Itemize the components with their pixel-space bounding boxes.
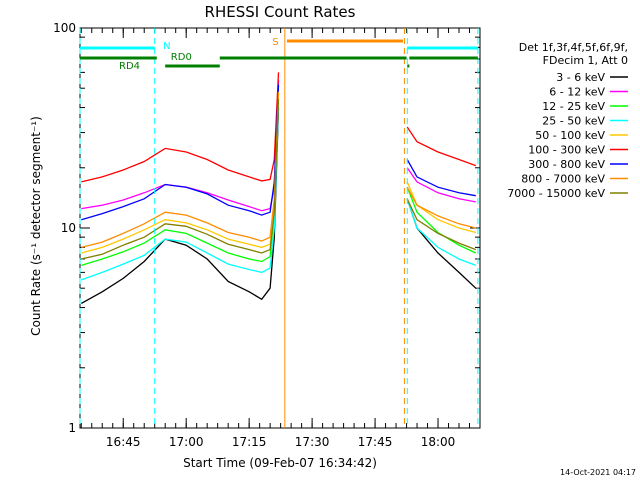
series-line — [81, 79, 280, 212]
x-axis-label: Start Time (09-Feb-07 16:34:42) — [183, 456, 377, 470]
series-line — [81, 72, 280, 183]
legend-entry-label: 800 - 7000 keV — [521, 173, 605, 186]
legend-entry-label: 6 - 12 keV — [549, 86, 605, 99]
y-axis-label: Count Rate (s⁻¹ detector segment⁻¹) — [29, 116, 43, 336]
x-tick-label: 16:45 — [106, 435, 141, 449]
series-line — [406, 167, 476, 203]
x-tick-label: 17:45 — [358, 435, 393, 449]
series-line — [406, 186, 477, 254]
legend-entry-label: 50 - 100 keV — [535, 129, 605, 142]
legend-entry-label: 7000 - 15000 keV — [507, 187, 605, 200]
legend-entry-label: 12 - 25 keV — [542, 100, 605, 113]
legend-entry-label: 300 - 800 keV — [528, 158, 605, 171]
series-line — [406, 126, 477, 167]
rd4-flag-label: RD4 — [119, 61, 140, 72]
chart-title: RHESSI Count Rates — [205, 3, 356, 21]
x-tick-label: 18:00 — [421, 435, 456, 449]
series-line — [406, 198, 477, 251]
x-tick-label: 17:30 — [295, 435, 330, 449]
series-line — [406, 186, 476, 229]
plot-area: 1 10 100 16:45 17:00 17:15 17:30 17:45 18:00 NRD0… — [53, 21, 481, 449]
legend-entry-label: 100 - 300 keV — [528, 144, 605, 157]
series-line — [81, 97, 280, 267]
series-line — [81, 103, 280, 281]
y-tick-label: 10 — [61, 221, 76, 235]
night-flag-label: N — [163, 41, 170, 52]
plot-frame — [79, 27, 481, 429]
series-line — [81, 99, 280, 260]
timestamp: 14-Oct-2021 04:17 — [560, 468, 636, 477]
series-line — [81, 84, 280, 221]
series-line — [81, 91, 280, 249]
series-line — [406, 198, 477, 267]
series-group — [80, 72, 477, 304]
rd0-flag-label: RD0 — [171, 52, 192, 63]
series-line — [81, 93, 280, 254]
legend: Det 1f,3f,4f,5f,6f,9f,FDecim 1, Att 0 3 -… — [507, 41, 628, 200]
saa-flag-label: S — [272, 37, 278, 48]
legend-entry-label: 25 - 50 keV — [542, 115, 605, 128]
legend-header: FDecim 1, Att 0 — [543, 54, 628, 67]
y-tick-label: 100 — [53, 21, 76, 35]
series-line — [406, 181, 476, 234]
legend-entry-label: 3 - 6 keV — [556, 71, 605, 84]
legend-header: Det 1f,3f,4f,5f,6f,9f, — [519, 41, 628, 54]
y-tick-label: 1 — [68, 421, 76, 435]
series-line — [406, 159, 476, 197]
x-tick-label: 17:00 — [169, 435, 204, 449]
series-line — [80, 107, 280, 304]
x-tick-label: 17:15 — [232, 435, 267, 449]
